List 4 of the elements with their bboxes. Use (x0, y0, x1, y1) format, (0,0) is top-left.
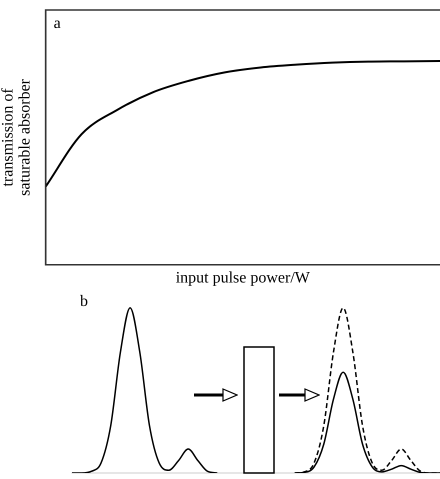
text: a (54, 15, 61, 32)
y-axis-title: transmission of saturable absorber (0, 78, 34, 196)
x-axis-title: input pulse power/W (176, 270, 311, 287)
annotation: b (80, 293, 88, 310)
